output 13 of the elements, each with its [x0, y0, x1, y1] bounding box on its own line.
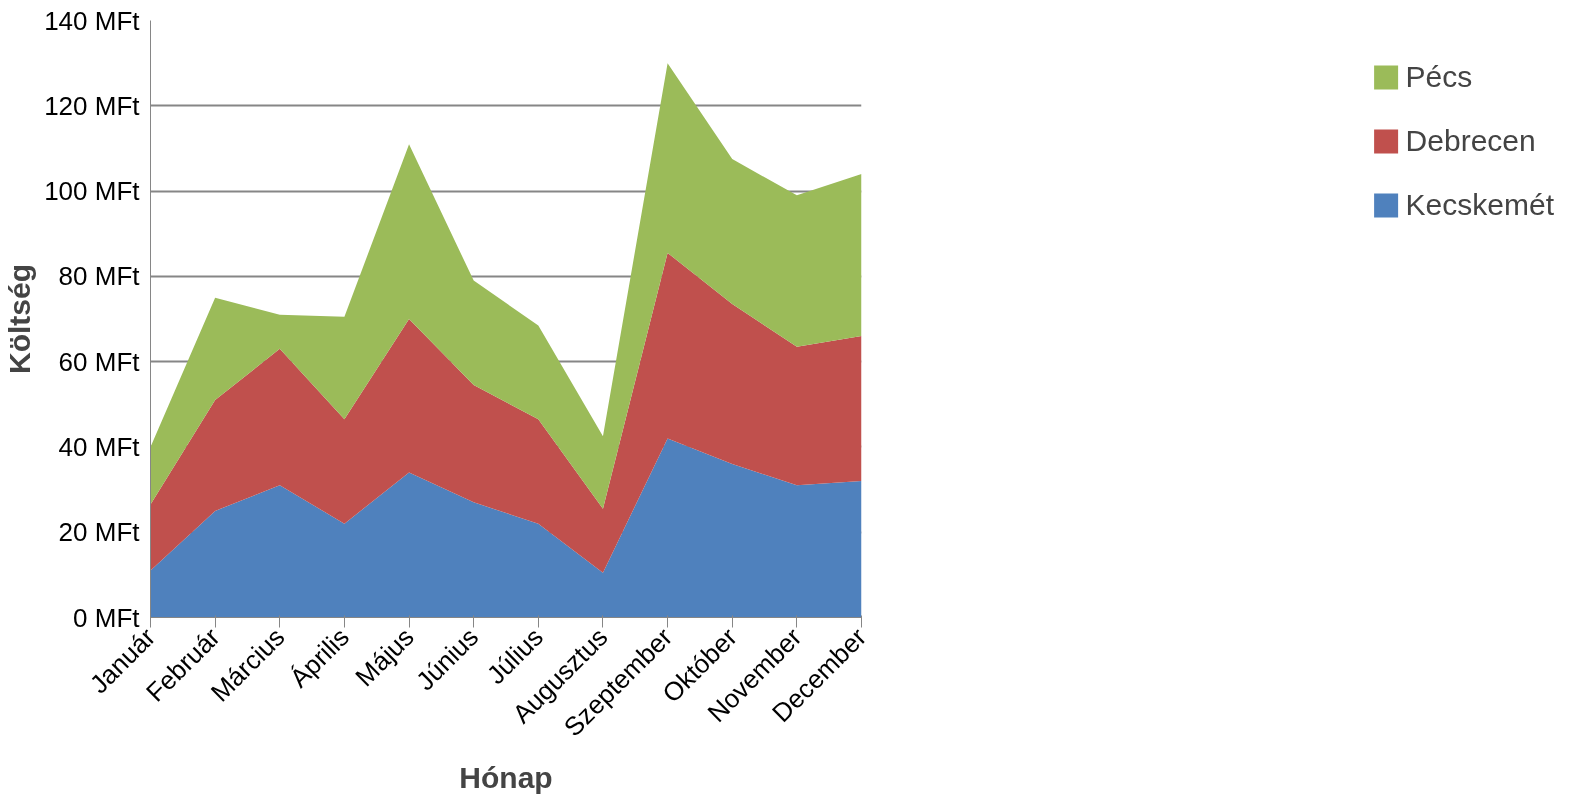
y-tick-label: 60 MFt: [58, 346, 141, 377]
y-tick-label: 20 MFt: [58, 517, 141, 548]
y-tick-label: 80 MFt: [58, 261, 141, 292]
y-tick-label: 40 MFt: [58, 431, 141, 462]
y-axis-title: Költség: [3, 263, 37, 374]
y-tick-label: 0 MFt: [73, 602, 141, 633]
y-tick-label: 140 MFt: [44, 5, 141, 36]
legend-label: Kecskemét: [1405, 188, 1554, 222]
y-tick-label: 120 MFt: [44, 90, 141, 121]
legend-label: Debrecen: [1405, 124, 1536, 158]
y-tick-label: 100 MFt: [44, 176, 141, 207]
x-axis-title: Hónap: [459, 760, 553, 794]
legend-label: Pécs: [1405, 60, 1473, 94]
